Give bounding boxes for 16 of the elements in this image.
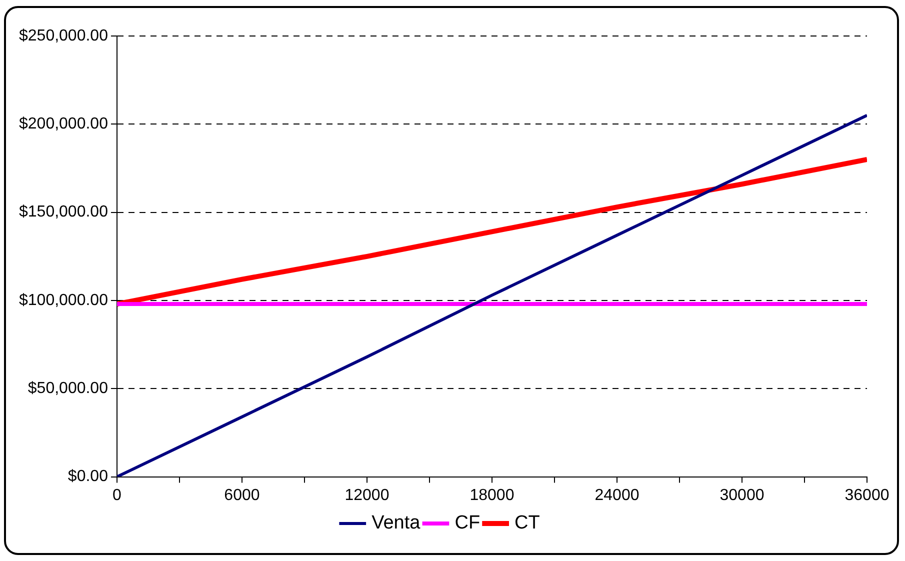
x-tick-label: 30000 <box>720 486 764 504</box>
y-tick-label: $200,000.00 <box>18 116 108 133</box>
legend-label: CF <box>454 512 480 534</box>
y-tick-label: $50,000.00 <box>28 380 108 398</box>
y-tick-label: $0.00 <box>68 468 108 486</box>
legend-label: Venta <box>372 512 421 534</box>
x-tick-label: 24000 <box>594 486 640 504</box>
x-tick-label: 0 <box>112 486 122 504</box>
x-tick-label: 36000 <box>844 486 890 504</box>
y-tick-label: $150,000.00 <box>18 204 108 221</box>
x-tick-label: 12000 <box>344 486 390 504</box>
x-tick-label: 6000 <box>224 486 260 504</box>
y-tick-label: $250,000.00 <box>18 27 108 44</box>
y-tick-label: $100,000.00 <box>18 292 108 309</box>
x-tick-label: 18000 <box>470 486 514 504</box>
legend-label: CT <box>514 512 540 534</box>
